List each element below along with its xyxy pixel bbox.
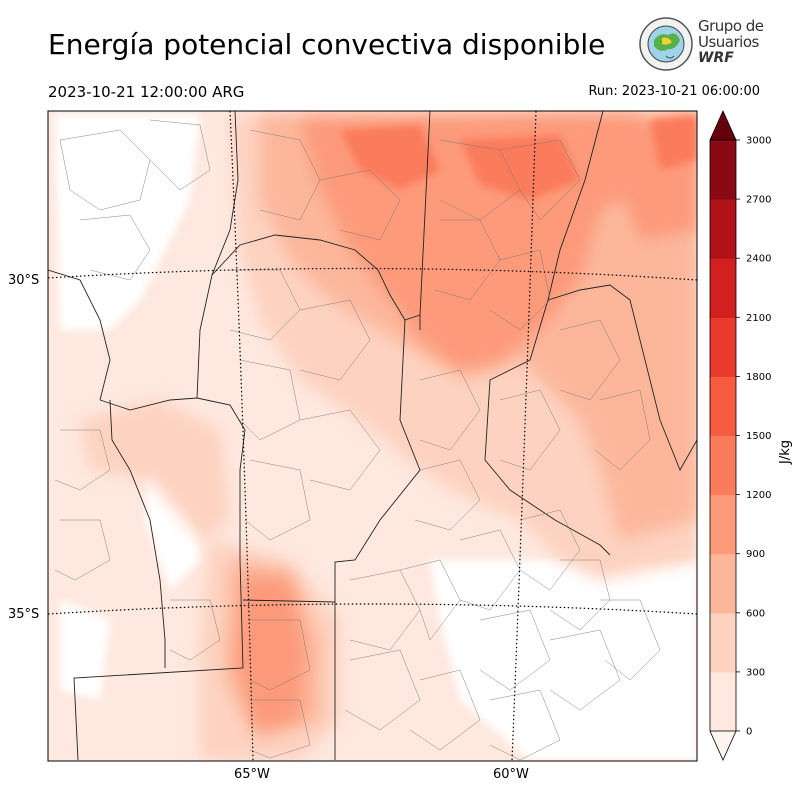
colorbar-tick-label: 0 <box>746 727 752 738</box>
colorbar-tick-label: 2100 <box>746 313 771 324</box>
graticule <box>48 111 697 761</box>
colorbar-segment <box>710 612 736 673</box>
colorbar-segment <box>710 199 736 259</box>
logo-text-line1: Grupo de <box>698 17 764 35</box>
colorbar-segment <box>710 435 736 496</box>
colorbar-tick-label: 300 <box>746 667 765 678</box>
colorbar-segment <box>710 494 736 555</box>
department-boundaries <box>54 119 661 761</box>
province-boundaries <box>48 111 697 761</box>
lat-label-35: 35°S <box>8 607 39 622</box>
valid-time: 2023-10-21 12:00:00 ARG <box>48 83 245 101</box>
colorbar-segment <box>710 317 736 377</box>
lon-label-60: 60°W <box>493 767 529 782</box>
globe-icon <box>639 17 693 71</box>
colorbar-tick-label: 600 <box>746 608 765 619</box>
colorbar-extend-low <box>709 730 737 761</box>
colorbar-segment <box>710 258 736 318</box>
lat-label-30: 30°S <box>8 273 39 288</box>
colorbar-tick-label: 2400 <box>746 254 771 265</box>
wrf-logo: Grupo de Usuarios WRF <box>638 16 766 74</box>
colorbar-unit: J/kg <box>778 440 793 465</box>
run-time: Run: 2023-10-21 06:00:00 <box>588 84 760 99</box>
colorbar-extend-high <box>709 110 737 141</box>
colorbar-tick-label: 1500 <box>746 431 771 442</box>
colorbar-tick-label: 1200 <box>746 490 771 501</box>
logo-text-line3: WRF <box>698 50 734 66</box>
colorbar: 0 300 600 900 1200 1500 1800 2100 2400 2700 3000 <box>709 110 771 761</box>
colorbar-tick-label: 2700 <box>746 195 771 206</box>
colorbar-tick-label: 1800 <box>746 372 771 383</box>
lon-label-65: 65°W <box>234 767 270 782</box>
colorbar-tick-label: 900 <box>746 549 765 560</box>
map-frame <box>47 110 698 762</box>
cape-field[interactable] <box>48 111 697 761</box>
colorbar-segment <box>710 553 736 614</box>
logo-text-line2: Usuarios <box>698 33 759 51</box>
colorbar-segment <box>710 376 736 436</box>
colorbar-tick-label: 3000 <box>746 136 771 147</box>
colorbar-segment <box>710 671 736 732</box>
page-title: Energía potencial convectiva disponible <box>48 28 606 61</box>
colorbar-segment <box>710 140 736 200</box>
